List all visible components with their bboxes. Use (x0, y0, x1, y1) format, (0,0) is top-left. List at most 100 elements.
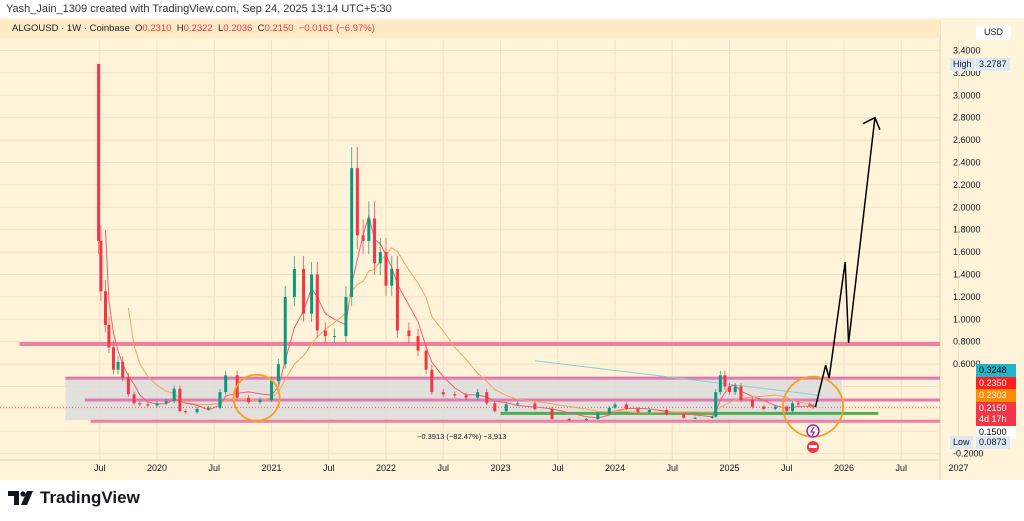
candle-body (97, 63, 101, 241)
candle-body (247, 397, 251, 403)
candle-body (132, 394, 136, 404)
x-tick-label: 2022 (376, 463, 396, 473)
candle-body (390, 268, 394, 286)
candle-body (733, 386, 737, 393)
price-label: 0.2350 (976, 376, 1016, 390)
y-tick-label: 0.8000 (953, 337, 981, 347)
price-label: 0.2150 4d 17h (976, 401, 1016, 426)
candle-body (302, 268, 306, 314)
x-tick-label: Jul (323, 463, 335, 473)
candle-body (624, 404, 628, 409)
candle-body (283, 296, 287, 365)
price-label: 0.3248 (976, 364, 1016, 377)
x-tick-label: 2024 (605, 463, 625, 473)
x-tick-label: 2025 (719, 463, 739, 473)
close-value: 0.2150 (264, 23, 294, 34)
candle-body (476, 392, 480, 398)
lightning-event-icon (806, 424, 820, 438)
low-label: Low (950, 436, 973, 449)
x-tick-label: 2027 (948, 463, 968, 473)
candle-body (811, 405, 815, 408)
x-tick-label: 2020 (147, 463, 167, 473)
x-tick-label: Jul (94, 463, 106, 473)
candle-body (773, 406, 777, 409)
candle-body (332, 336, 336, 338)
candle-body (207, 407, 211, 409)
candle-body (172, 388, 176, 402)
candle-body (373, 218, 377, 264)
candle-body (762, 406, 766, 409)
x-tick-label: 2021 (261, 463, 281, 473)
y-tick-label: 3.2000 (953, 68, 981, 78)
symbol-name[interactable]: ALGOUSD · 1W · Coinbase (12, 23, 130, 34)
candle-body (750, 399, 754, 407)
candle-body (224, 375, 228, 393)
candle-body (138, 403, 142, 405)
chart-credit: Yash_Jain_1309 created with TradingView.… (6, 3, 392, 15)
y-tick-label: 3.0000 (953, 90, 981, 100)
candle-body (99, 240, 103, 292)
candle-body (323, 330, 327, 337)
y-tick-label: 2.4000 (953, 158, 981, 168)
candle-body (718, 375, 722, 393)
long-ma-line (534, 360, 822, 396)
change-value: −0.0161 (−6.97%) (298, 23, 375, 34)
candle-body (146, 404, 150, 406)
candle-body (714, 392, 718, 417)
tradingview-brand[interactable]: TradingView (8, 488, 140, 508)
candle-body (430, 369, 434, 393)
projection-path (814, 117, 876, 408)
price-chart[interactable]: 3.4000 3.2000 3.0000 2.8000 2.6000 2.4000 2.20… (0, 0, 1024, 480)
candle-body (315, 274, 319, 331)
y-tick-label: 2.8000 (953, 113, 981, 123)
candle-body (485, 392, 489, 404)
candle-body (384, 252, 388, 286)
candle-body (107, 324, 111, 348)
candle-body (441, 392, 445, 395)
close-label: C (257, 23, 265, 34)
high-value: 3.2787 (976, 58, 1010, 71)
candle-body (126, 377, 130, 395)
candle-body (121, 361, 125, 378)
candle-body (739, 386, 743, 400)
candle-body (584, 418, 588, 421)
candle-body (292, 268, 296, 297)
candle-body (178, 388, 182, 412)
currency-button[interactable]: USD (976, 25, 1012, 40)
brand-name: TradingView (40, 488, 140, 507)
candle-body (453, 394, 457, 396)
low-value: 0.2036 (223, 23, 253, 34)
high-label: H (176, 23, 184, 34)
candle-body (416, 336, 420, 351)
candle-body (378, 252, 382, 264)
y-tick-label: 1.8000 (953, 225, 981, 235)
candle-body (723, 375, 727, 387)
candle-body (111, 347, 115, 370)
x-tick-label: Jul (437, 463, 449, 473)
projection-arrowhead (862, 116, 881, 130)
x-tick-label: 2026 (834, 463, 854, 473)
candle-body (155, 403, 159, 406)
candle-body (493, 403, 497, 412)
low-label: L (217, 23, 224, 34)
candle-body (258, 399, 262, 403)
y-tick-label: -0.2000 (953, 449, 984, 459)
x-tick-label: Jul (781, 463, 793, 473)
y-tick-label: 3.4000 (953, 46, 981, 56)
y-tick-label: 2.2000 (953, 180, 981, 190)
low-value: 0.0873 (976, 436, 1010, 449)
candle-body (596, 413, 600, 419)
y-tick-label: 0.6000 (953, 359, 981, 369)
x-tick-label: Jul (895, 463, 907, 473)
y-tick-label: 1.6000 (953, 247, 981, 257)
candle-body (613, 404, 617, 408)
y-tick-label: 2.6000 (953, 135, 981, 145)
measurement-label: −0.3913 (−82.47%) −3,913 (417, 432, 506, 441)
x-tick-label: Jul (552, 463, 564, 473)
y-tick-label: 1.2000 (953, 292, 981, 302)
x-tick-label: Jul (208, 463, 220, 473)
candle-body (355, 168, 359, 236)
candle-body (424, 350, 428, 370)
candle-body (407, 330, 411, 337)
candle-body (808, 404, 812, 406)
